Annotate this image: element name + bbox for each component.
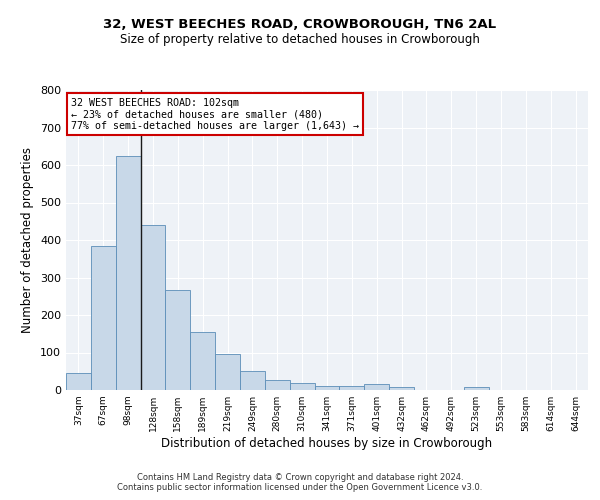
Text: 32 WEST BEECHES ROAD: 102sqm
← 23% of detached houses are smaller (480)
77% of s: 32 WEST BEECHES ROAD: 102sqm ← 23% of de… (71, 98, 359, 130)
Bar (116, 156, 140, 390)
Text: Size of property relative to detached houses in Crowborough: Size of property relative to detached ho… (120, 32, 480, 46)
Bar (166, 290, 190, 390)
Bar (464, 388, 488, 390)
Bar (389, 387, 414, 390)
Bar (364, 384, 389, 390)
X-axis label: Distribution of detached houses by size in Crowborough: Distribution of detached houses by size … (161, 437, 493, 450)
Bar (66, 373, 91, 390)
Bar (290, 383, 314, 390)
Bar (265, 380, 290, 390)
Bar (190, 332, 215, 390)
Y-axis label: Number of detached properties: Number of detached properties (22, 147, 34, 333)
Text: Contains HM Land Registry data © Crown copyright and database right 2024.
Contai: Contains HM Land Registry data © Crown c… (118, 473, 482, 492)
Bar (140, 225, 166, 390)
Text: 32, WEST BEECHES ROAD, CROWBOROUGH, TN6 2AL: 32, WEST BEECHES ROAD, CROWBOROUGH, TN6 … (103, 18, 497, 30)
Bar (314, 386, 340, 390)
Bar (91, 246, 116, 390)
Bar (215, 354, 240, 390)
Bar (340, 386, 364, 390)
Bar (240, 370, 265, 390)
